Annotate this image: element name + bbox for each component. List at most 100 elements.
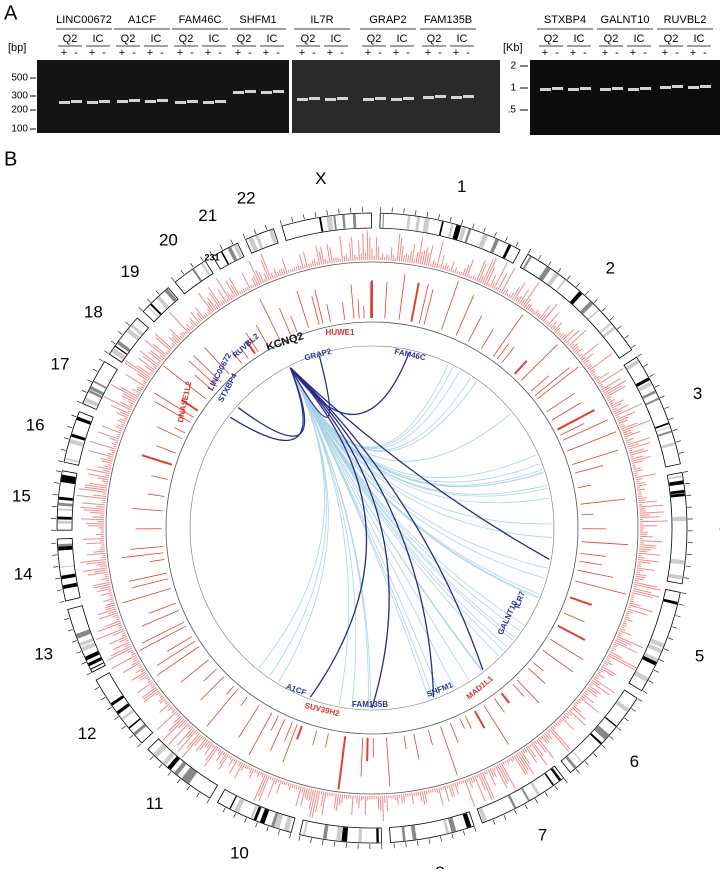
variant-line <box>167 636 192 651</box>
histogram-bar <box>632 595 635 596</box>
histogram-bar <box>494 767 496 771</box>
histogram-bar <box>358 241 359 261</box>
chromosome-label: 3 <box>693 384 702 403</box>
scale-tick <box>55 578 60 579</box>
histogram-bar <box>536 313 539 316</box>
scale-tick <box>493 820 495 825</box>
histogram-bar <box>477 775 478 778</box>
histogram-bar <box>437 788 438 793</box>
histogram-bar <box>572 343 579 349</box>
histogram-bar <box>555 723 557 725</box>
scale-tick <box>679 604 684 605</box>
variant-line <box>564 613 584 622</box>
scale-tick <box>404 209 405 214</box>
scale-tick <box>137 744 141 747</box>
scale-tick <box>558 268 561 272</box>
lane-label: - <box>555 47 559 59</box>
scale-tick <box>576 769 579 773</box>
gel-band <box>273 90 284 93</box>
scale-tick <box>56 471 61 472</box>
histogram-bar <box>229 758 234 766</box>
lane-label: - <box>466 47 470 59</box>
histogram-bar <box>112 631 124 636</box>
histogram-bar <box>160 696 163 698</box>
scale-tick <box>450 217 451 222</box>
gel-band <box>391 98 402 101</box>
size-marker: 100 <box>11 124 28 135</box>
histogram-bar <box>189 726 192 729</box>
histogram-bar <box>497 765 507 784</box>
histogram-bar <box>166 352 168 354</box>
scale-tick <box>638 699 642 702</box>
histogram-bar <box>169 312 188 333</box>
histogram-bar <box>577 354 579 356</box>
histogram-bar <box>439 788 444 806</box>
variant-line <box>132 508 163 511</box>
histogram-bar <box>105 576 109 577</box>
group-label: Q2 <box>121 33 136 45</box>
scale-tick <box>686 566 691 567</box>
histogram-bar <box>294 268 295 272</box>
group-label: IC <box>267 33 278 45</box>
histogram-bar <box>637 484 647 486</box>
histogram-bar <box>169 718 182 731</box>
histogram-bar <box>530 308 532 311</box>
histogram-bar <box>196 738 206 751</box>
variant-line <box>497 344 509 360</box>
scale-tick <box>280 220 281 225</box>
lane-label: - <box>218 47 222 59</box>
histogram-bar <box>424 791 426 802</box>
histogram-bar <box>105 574 108 575</box>
scale-tick <box>171 277 174 281</box>
histogram-bar <box>430 264 431 267</box>
histogram-bar <box>105 475 109 476</box>
histogram-bar <box>336 258 337 263</box>
histogram-bar <box>535 741 537 744</box>
variant-line <box>557 410 594 430</box>
scale-tick <box>429 839 430 844</box>
histogram-bar <box>300 266 301 269</box>
histogram-bar <box>559 333 561 335</box>
variant-line <box>297 726 302 740</box>
gel-band <box>612 87 623 90</box>
gel-band <box>628 88 639 91</box>
histogram-bar <box>136 668 144 673</box>
histogram-bar <box>467 779 468 782</box>
scale-tick <box>122 726 126 729</box>
band <box>672 516 686 521</box>
scale-tick <box>637 354 641 357</box>
chromosome-label: 20 <box>159 230 178 249</box>
gel-band <box>337 97 348 100</box>
scale-tick <box>669 418 674 420</box>
scale-tick <box>181 270 184 274</box>
histogram-bar <box>406 253 407 262</box>
histogram-bar <box>631 597 634 598</box>
histogram-bar <box>566 330 579 343</box>
chromosome-label: 14 <box>14 565 33 584</box>
chromosome-label: 6 <box>630 752 639 771</box>
histogram-bar <box>292 784 293 788</box>
chromosome-label: 12 <box>78 724 97 743</box>
lane-label: + <box>299 47 305 59</box>
histogram-bar <box>516 754 528 773</box>
histogram-bar <box>262 773 264 777</box>
group-label: Q2 <box>544 33 559 45</box>
histogram-bar <box>270 776 271 779</box>
scale-tick <box>610 317 614 320</box>
scale-tick <box>68 426 73 428</box>
histogram-bar <box>158 362 160 364</box>
scale-tick <box>104 351 108 354</box>
histogram-bar <box>100 586 110 588</box>
histogram-bar <box>435 789 436 792</box>
histogram-bar <box>457 271 458 274</box>
histogram-bar <box>530 745 532 747</box>
histogram-bar <box>132 389 140 394</box>
lane-label: + <box>602 47 608 59</box>
scale-tick <box>427 212 428 217</box>
histogram-bar <box>238 762 241 767</box>
variant-line <box>517 680 539 703</box>
histogram-bar <box>137 389 141 391</box>
histogram-bar <box>636 479 643 480</box>
scale-tick <box>114 717 118 720</box>
variant-line <box>181 660 209 682</box>
